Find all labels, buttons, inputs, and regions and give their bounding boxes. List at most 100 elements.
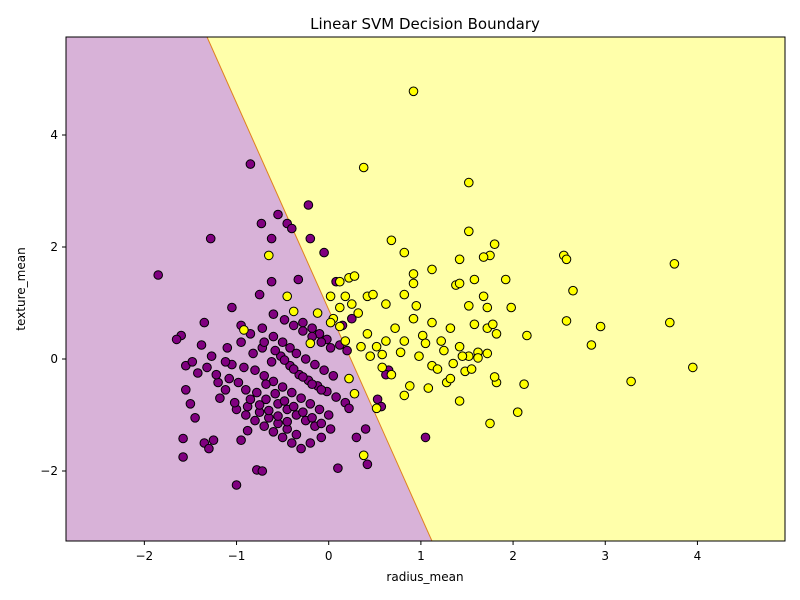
data-point-class-1 — [485, 418, 495, 429]
data-point-class-0 — [254, 289, 265, 300]
data-point-class-1 — [454, 254, 465, 265]
data-point-class-0 — [213, 377, 223, 388]
data-point-class-1 — [595, 321, 606, 332]
data-point-class-0 — [227, 302, 237, 313]
data-point-class-0 — [285, 343, 295, 353]
data-point-class-1 — [340, 336, 351, 346]
data-point-class-1 — [414, 351, 424, 362]
data-point-class-0 — [316, 418, 327, 429]
data-point-class-0 — [236, 435, 246, 446]
data-point-class-1 — [239, 325, 249, 335]
data-point-class-0 — [248, 348, 258, 359]
data-point-class-1 — [335, 302, 345, 313]
x-tick-label: 4 — [694, 549, 702, 563]
data-point-class-1 — [353, 308, 364, 318]
data-point-class-1 — [445, 373, 456, 384]
data-point-class-0 — [307, 379, 317, 390]
data-point-class-1 — [405, 381, 415, 391]
data-point-class-1 — [408, 86, 419, 97]
data-point-class-1 — [282, 291, 293, 302]
data-point-class-0 — [220, 357, 231, 367]
data-point-class-1 — [427, 317, 437, 328]
data-point-class-1 — [408, 278, 419, 289]
y-tick-label: 0 — [50, 352, 58, 366]
data-point-class-0 — [208, 435, 219, 446]
data-point-class-0 — [245, 159, 256, 169]
data-point-class-0 — [268, 331, 279, 342]
data-point-class-0 — [279, 315, 290, 325]
data-point-class-0 — [250, 415, 260, 426]
data-point-class-0 — [273, 209, 283, 220]
data-point-class-0 — [288, 401, 299, 412]
data-point-class-1 — [586, 340, 597, 350]
data-point-class-0 — [257, 323, 268, 334]
data-point-class-0 — [307, 323, 317, 334]
data-point-class-0 — [187, 357, 198, 367]
data-point-class-0 — [178, 452, 188, 462]
data-point-class-1 — [344, 373, 354, 384]
data-point-class-1 — [506, 302, 517, 313]
data-point-class-1 — [464, 301, 474, 311]
data-point-class-0 — [251, 387, 262, 398]
data-point-class-0 — [241, 410, 251, 420]
data-point-class-1 — [340, 291, 351, 302]
data-point-class-0 — [305, 438, 316, 448]
x-tick-label: 0 — [325, 549, 333, 563]
data-point-class-1 — [439, 345, 449, 356]
data-point-class-0 — [298, 326, 308, 336]
data-point-class-1 — [305, 338, 316, 349]
data-point-class-0 — [314, 404, 325, 415]
data-point-class-1 — [358, 162, 369, 173]
data-point-class-1 — [436, 336, 447, 346]
data-point-class-1 — [568, 285, 578, 296]
data-point-class-0 — [291, 429, 302, 440]
data-point-class-1 — [448, 358, 459, 369]
data-point-class-1 — [362, 329, 373, 339]
data-point-class-0 — [298, 317, 308, 328]
data-point-class-1 — [491, 329, 502, 339]
data-point-class-0 — [307, 413, 317, 423]
x-axis-label: radius_mean — [386, 570, 463, 584]
data-point-class-1 — [688, 362, 698, 373]
data-point-class-0 — [310, 359, 320, 370]
data-point-class-0 — [273, 411, 283, 421]
data-point-class-0 — [291, 348, 302, 359]
data-point-class-0 — [205, 233, 216, 244]
x-tick-label: 2 — [509, 549, 517, 563]
x-tick-label: −1 — [228, 549, 246, 563]
data-point-class-1 — [500, 274, 511, 285]
data-point-class-1 — [335, 276, 345, 287]
data-point-class-0 — [362, 459, 373, 470]
data-point-class-0 — [266, 276, 277, 287]
data-point-class-1 — [264, 250, 274, 261]
data-point-class-0 — [331, 392, 341, 402]
data-point-class-1 — [420, 338, 431, 349]
data-point-class-1 — [368, 289, 378, 300]
data-point-class-1 — [399, 289, 410, 300]
data-point-class-1 — [335, 321, 345, 332]
y-axis-ticks: −2 0 2 4 — [40, 128, 66, 478]
data-point-class-0 — [347, 313, 357, 324]
data-point-class-0 — [199, 317, 210, 328]
data-point-class-0 — [204, 443, 214, 454]
data-point-class-0 — [279, 355, 290, 365]
data-point-class-0 — [224, 373, 234, 384]
data-point-class-1 — [665, 317, 675, 328]
data-point-class-1 — [454, 396, 465, 406]
data-point-class-1 — [482, 302, 493, 313]
class-0-region — [66, 37, 432, 541]
x-tick-label: 1 — [417, 549, 425, 563]
data-point-class-0 — [268, 427, 279, 437]
data-point-class-0 — [242, 425, 253, 436]
data-point-class-1 — [489, 372, 500, 382]
data-point-class-1 — [390, 323, 400, 334]
data-point-class-0 — [171, 334, 182, 345]
data-point-class-0 — [279, 396, 290, 406]
data-point-class-1 — [445, 323, 456, 334]
data-point-class-0 — [261, 379, 271, 390]
data-point-class-1 — [469, 274, 480, 285]
data-point-class-1 — [371, 403, 382, 414]
data-point-class-1 — [325, 291, 336, 302]
data-point-class-1 — [356, 341, 366, 352]
data-point-class-1 — [489, 239, 500, 249]
